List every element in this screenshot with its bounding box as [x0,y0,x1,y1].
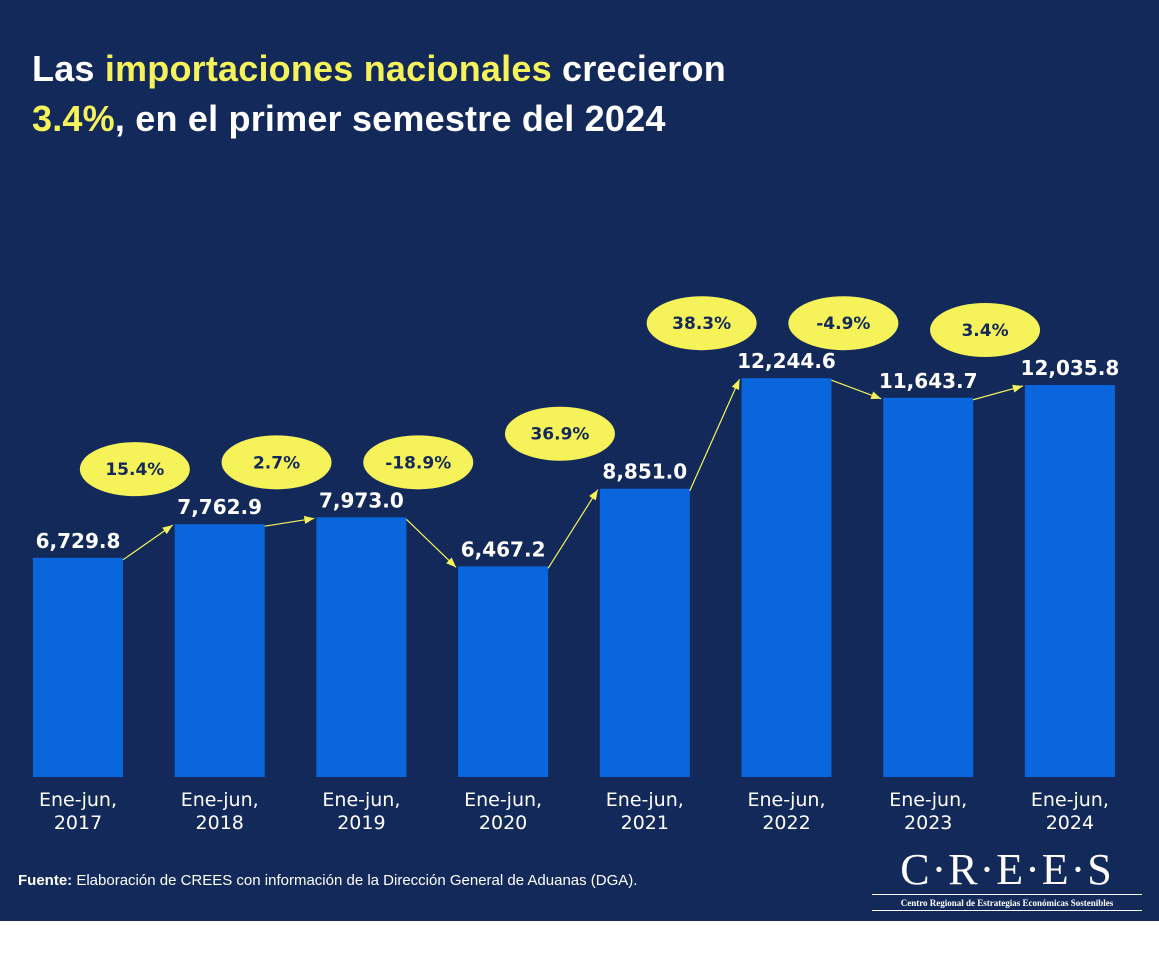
value-label: 7,762.9 [177,495,262,519]
growth-arrow-head-icon [303,515,315,524]
x-tick-label-line1: Ene-jun, [606,789,684,811]
bar-2020 [458,566,549,777]
logo-mark: C·R·E·E·S [900,845,1114,894]
x-tick-label-line1: Ene-jun, [322,789,400,811]
x-tick-label-line2: 2020 [479,812,527,834]
growth-bubble [646,296,757,351]
growth-arrow-line [689,378,741,491]
growth-arrow-head-icon [731,379,740,390]
source-text: Elaboración de CREES con información de … [72,872,638,889]
x-tick-label-line2: 2024 [1046,812,1094,834]
growth-label: -18.9% [385,453,451,473]
bar-2021 [599,488,690,777]
bar-2023 [883,397,974,777]
value-label: 12,035.8 [1021,356,1120,380]
growth-arrow-head-icon [1012,384,1023,393]
value-label: 8,851.0 [602,460,687,484]
source-label: Fuente: [18,872,73,889]
bar-2019 [316,517,407,777]
growth-arrow-head-icon [870,391,882,400]
x-tick-label-line2: 2022 [762,812,810,834]
x-tick-label-line1: Ene-jun, [1031,789,1109,811]
growth-bubble [79,442,190,497]
growth-bubbles-group: 15.4% 2.7% -18.9% 36.9% 38.3% -4.9% 3.4% [79,296,1041,497]
bar-2018 [174,524,265,777]
x-tick-label-line1: Ene-jun, [181,789,259,811]
x-tick-label-line2: 2017 [54,812,102,834]
logo-subtitle: Centro Regional de Estrategias Económica… [872,897,1142,911]
growth-label: 3.4% [961,321,1008,341]
growth-arrow-head-icon [446,557,457,568]
value-label: 7,973.0 [319,488,404,512]
growth-bubble [930,302,1041,357]
x-tick-label-line2: 2019 [337,812,385,834]
growth-label: 38.3% [672,314,731,334]
crees-logo: C·R·E·E·S Centro Regional de Estrategias… [872,848,1142,912]
title-part-1: Las [32,48,105,89]
growth-arrows-group [122,378,1024,569]
title-part-3: , en el primer semestre del 2024 [114,98,666,139]
title-part-2: crecieron [551,48,726,89]
growth-arrow-line [547,489,599,569]
x-tick-label-line2: 2021 [621,812,669,834]
x-tick-label-line2: 2018 [196,812,244,834]
growth-arrow-head-icon [589,489,598,501]
growth-arrow-head-icon [162,525,173,535]
value-label: 12,244.6 [737,349,836,373]
bar-chart: 15.4% 2.7% -18.9% 36.9% 38.3% -4.9% 3.4% 6,729… [33,296,1120,834]
bar-2017 [33,557,123,777]
value-label: 11,643.7 [879,369,978,393]
bar-2024 [1024,384,1115,777]
value-label: 6,729.8 [36,529,121,553]
x-tick-label-line1: Ene-jun, [39,789,117,811]
x-tick-label-line1: Ene-jun, [748,789,826,811]
growth-label: 2.7% [253,453,300,473]
bar-2022 [741,378,832,777]
x-tick-label-line2: 2023 [904,812,952,834]
bars-group [33,378,1115,777]
x-tick-label-line1: Ene-jun, [889,789,967,811]
growth-arrow-line [405,518,457,568]
source-note: Fuente: Elaboración de CREES con informa… [18,872,637,889]
growth-label: 15.4% [105,460,164,480]
x-tick-label-line1: Ene-jun, [464,789,542,811]
growth-bubble [504,406,615,461]
value-label: 6,467.2 [461,537,546,561]
logo-divider [872,894,1142,895]
growth-label: -4.9% [816,314,870,334]
growth-label: 36.9% [530,425,589,445]
growth-arrow-line [122,524,174,561]
growth-bubble [363,435,474,490]
growth-bubble [788,296,899,351]
labels-group: 6,729.8Ene-jun,20177,762.9Ene-jun,20187,… [36,349,1120,834]
growth-bubble [221,435,332,490]
title-highlight-1: importaciones nacionales [104,48,552,89]
chart-title: Las importaciones nacionales crecieron 3… [32,44,1032,144]
title-highlight-2: 3.4% [32,98,115,139]
